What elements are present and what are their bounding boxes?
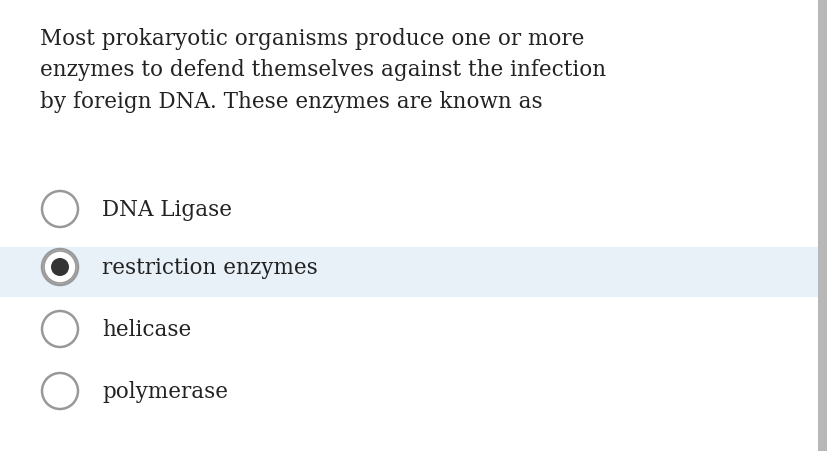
Text: helicase: helicase: [102, 318, 191, 340]
Circle shape: [42, 249, 78, 285]
Text: restriction enzymes: restriction enzymes: [102, 257, 318, 278]
Circle shape: [42, 311, 78, 347]
Text: DNA Ligase: DNA Ligase: [102, 198, 232, 221]
Circle shape: [51, 258, 69, 276]
Bar: [0, 248, 817, 297]
Circle shape: [42, 192, 78, 227]
Bar: [817, 0, 827, 451]
Circle shape: [42, 373, 78, 409]
Text: Most prokaryotic organisms produce one or more
enzymes to defend themselves agai: Most prokaryotic organisms produce one o…: [40, 28, 605, 112]
Circle shape: [44, 252, 76, 283]
Text: polymerase: polymerase: [102, 380, 227, 402]
